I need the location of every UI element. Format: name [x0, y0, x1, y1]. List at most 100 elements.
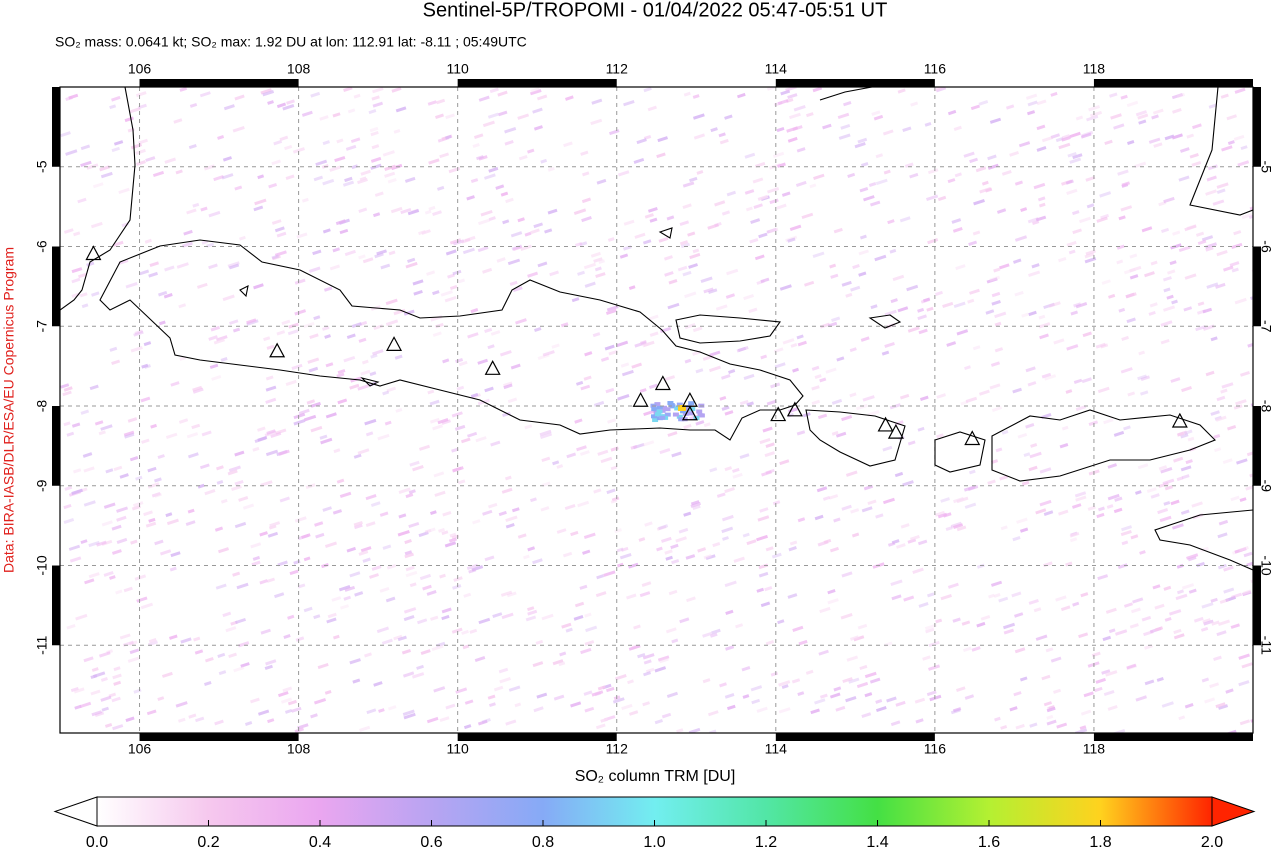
- noise-pixel: [759, 507, 769, 513]
- noise-pixel: [377, 433, 390, 441]
- noise-pixel: [936, 393, 946, 399]
- noise-pixel: [339, 491, 352, 499]
- noise-pixel: [257, 709, 270, 716]
- noise-pixel: [339, 228, 349, 235]
- noise-pixel: [1160, 338, 1170, 345]
- noise-pixel: [204, 657, 214, 663]
- noise-pixel: [709, 729, 717, 733]
- noise-pixel: [980, 615, 991, 621]
- noise-pixel: [1100, 213, 1110, 220]
- noise-pixel: [382, 150, 395, 157]
- noise-pixel: [369, 371, 377, 377]
- noise-pixel: [556, 464, 564, 469]
- noise-pixel: [906, 284, 919, 292]
- coast-sumatra: [60, 87, 136, 311]
- noise-pixel: [189, 102, 198, 108]
- noise-pixel: [1120, 529, 1132, 537]
- noise-pixel: [268, 182, 278, 189]
- x-tick-label: 112: [606, 741, 629, 757]
- noise-pixel: [493, 685, 504, 692]
- noise-pixel: [902, 126, 912, 133]
- noise-pixel: [303, 414, 317, 422]
- noise-pixel: [595, 591, 607, 598]
- noise-pixel: [527, 606, 535, 612]
- noise-pixel: [101, 539, 113, 546]
- noise-pixel: [927, 592, 935, 598]
- noise-pixel: [431, 644, 444, 652]
- noise-pixel: [147, 482, 160, 489]
- noise-pixel: [438, 527, 445, 533]
- noise-pixel: [385, 298, 398, 306]
- noise-pixel: [1053, 688, 1062, 694]
- noise-pixel: [186, 208, 197, 215]
- noise-pixel: [818, 649, 829, 656]
- noise-pixel: [1247, 342, 1253, 348]
- noise-pixel: [385, 319, 399, 326]
- noise-pixel: [435, 641, 446, 648]
- noise-pixel: [112, 673, 122, 680]
- volcano-marker: [964, 430, 981, 446]
- noise-pixel: [1025, 366, 1036, 373]
- noise-pixel: [146, 709, 157, 716]
- noise-pixel: [322, 325, 330, 331]
- noise-pixel: [860, 162, 869, 168]
- noise-pixel: [863, 195, 875, 202]
- noise-pixel: [942, 301, 954, 309]
- noise-pixel: [208, 335, 218, 341]
- noise-pixel: [692, 94, 700, 99]
- noise-pixel: [1033, 607, 1042, 613]
- noise-pixel: [347, 108, 356, 114]
- noise-pixel: [118, 258, 129, 265]
- noise-pixel: [112, 724, 124, 731]
- noise-pixel: [100, 695, 112, 702]
- noise-pixel: [527, 271, 539, 278]
- noise-pixel: [441, 614, 450, 621]
- noise-pixel: [946, 341, 957, 347]
- noise-pixel: [477, 246, 489, 253]
- noise-pixel: [165, 512, 173, 518]
- noise-pixel: [882, 445, 893, 452]
- noise-pixel: [1226, 114, 1237, 121]
- noise-pixel: [721, 405, 730, 411]
- noise-pixel: [1038, 314, 1046, 320]
- noise-pixel: [197, 483, 205, 489]
- noise-pixel: [165, 432, 178, 439]
- noise-pixel: [707, 223, 720, 230]
- noise-pixel: [663, 375, 676, 382]
- noise-pixel: [875, 706, 887, 713]
- noise-pixel: [157, 454, 165, 460]
- noise-pixel: [408, 489, 416, 495]
- noise-pixel: [816, 486, 828, 493]
- noise-pixel: [352, 678, 361, 684]
- noise-pixel: [203, 681, 212, 687]
- noise-pixel: [418, 531, 429, 538]
- noise-pixel: [490, 440, 501, 447]
- noise-pixel: [346, 546, 357, 553]
- noise-pixel: [79, 701, 92, 709]
- noise-pixel: [812, 87, 823, 93]
- noise-pixel: [933, 87, 945, 92]
- noise-pixel: [276, 231, 287, 238]
- noise-pixel: [993, 267, 1001, 273]
- noise-pixel: [1058, 509, 1069, 516]
- noise-pixel: [1116, 259, 1124, 265]
- noise-pixel: [581, 216, 592, 223]
- noise-pixel: [636, 138, 647, 145]
- noise-pixel: [626, 593, 637, 600]
- noise-pixel: [1072, 228, 1082, 235]
- noise-pixel: [1121, 525, 1133, 532]
- y-tick-label: -8: [1258, 400, 1272, 413]
- noise-pixel: [253, 283, 264, 290]
- noise-pixel: [677, 265, 688, 272]
- noise-pixel: [848, 677, 860, 684]
- noise-pixel: [628, 562, 639, 569]
- noise-pixel: [274, 592, 285, 599]
- noise-pixel: [464, 235, 476, 243]
- noise-pixel: [404, 539, 412, 545]
- noise-pixel: [452, 584, 462, 590]
- noise-pixel: [779, 459, 790, 466]
- noise-pixel: [1129, 274, 1139, 280]
- noise-pixel: [294, 278, 306, 285]
- noise-pixel: [385, 596, 396, 603]
- noise-pixel: [981, 180, 989, 186]
